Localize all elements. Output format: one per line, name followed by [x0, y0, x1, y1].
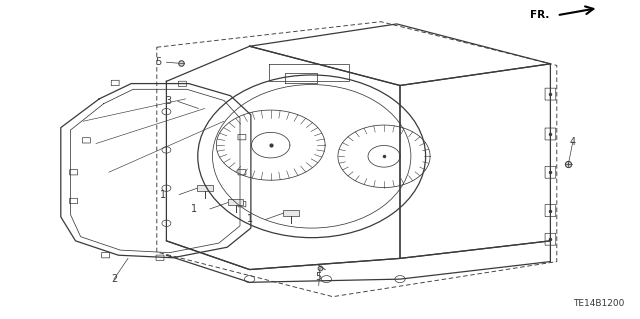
Text: 1: 1: [191, 204, 197, 214]
Text: 1: 1: [160, 189, 166, 200]
Text: 5: 5: [316, 272, 322, 282]
FancyBboxPatch shape: [228, 199, 243, 205]
FancyBboxPatch shape: [197, 185, 212, 191]
Text: 2: 2: [111, 274, 117, 284]
Text: 5: 5: [155, 57, 161, 67]
Text: FR.: FR.: [530, 10, 549, 20]
Text: 4: 4: [570, 137, 576, 147]
Text: TE14B1200: TE14B1200: [573, 299, 624, 308]
Text: 1: 1: [246, 214, 253, 225]
Text: 3: 3: [165, 96, 172, 107]
FancyBboxPatch shape: [284, 210, 299, 216]
